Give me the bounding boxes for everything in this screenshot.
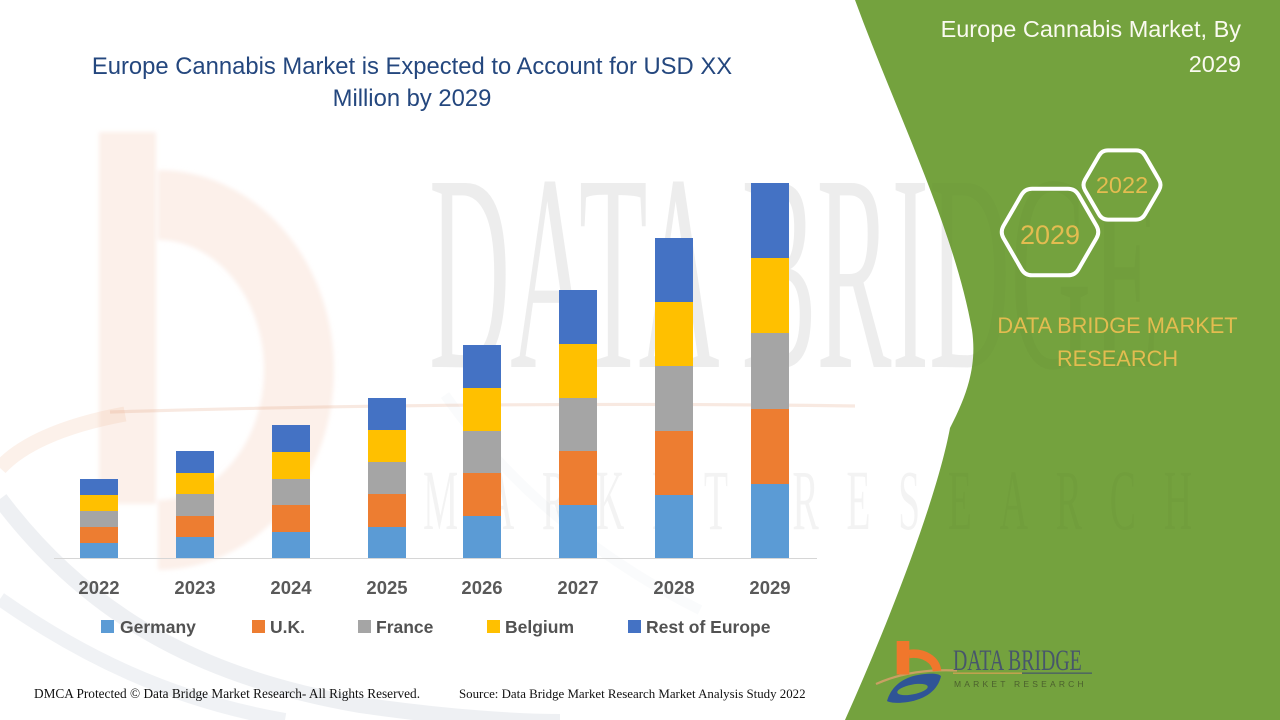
svg-text:MARKET RESEARCH: MARKET RESEARCH bbox=[954, 679, 1087, 689]
svg-text:DATA BRIDGE: DATA BRIDGE bbox=[953, 644, 1082, 677]
